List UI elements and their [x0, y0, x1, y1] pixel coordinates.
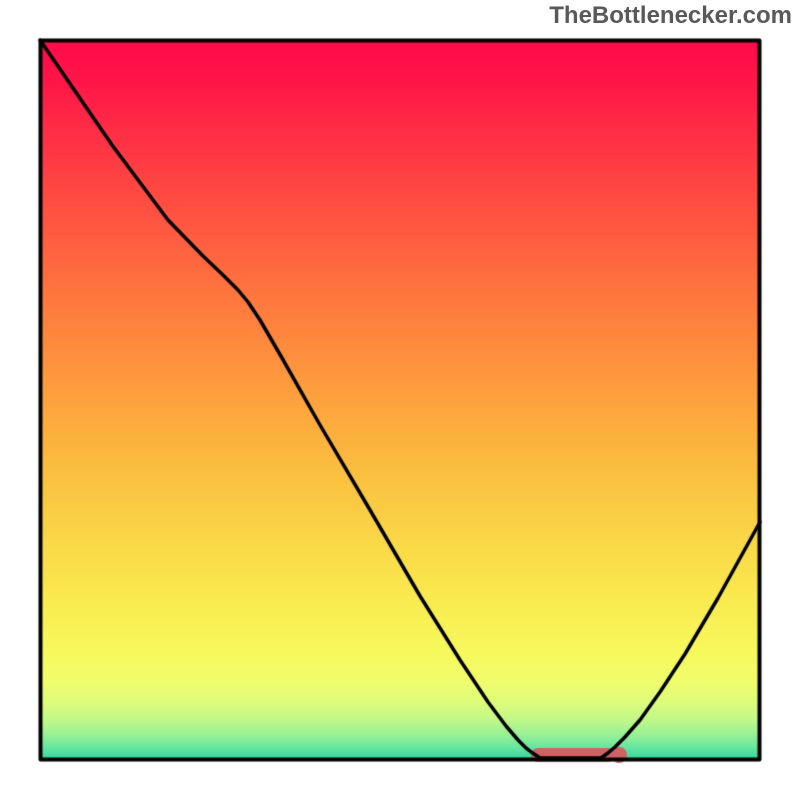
chart-container: TheBottlenecker.com	[0, 0, 800, 800]
bottleneck-chart-canvas	[0, 0, 800, 800]
